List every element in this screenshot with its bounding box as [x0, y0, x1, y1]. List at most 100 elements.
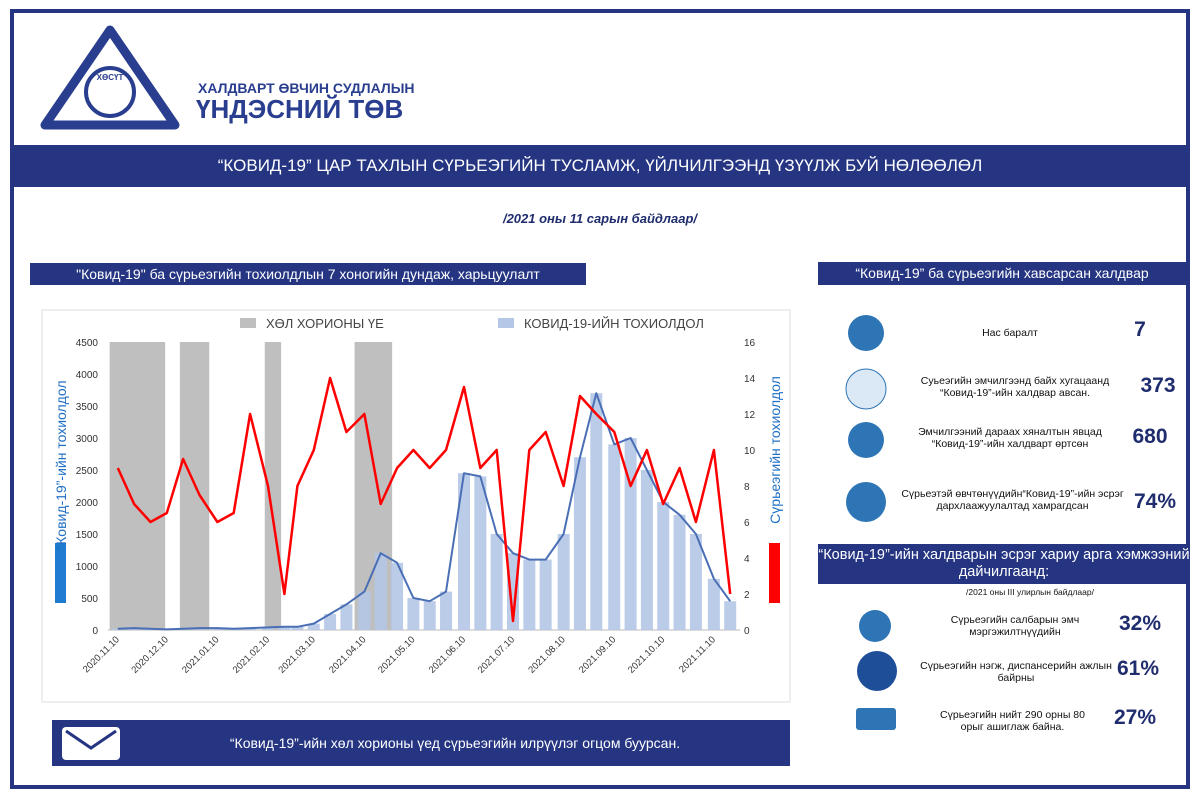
y2-tick-label: 12	[744, 410, 756, 421]
bar	[523, 559, 536, 630]
org-name: ХАЛДВАРТ ӨВЧИН СУДЛАЛЫН	[198, 80, 415, 96]
section-title: “Ковид-19” ба сүрьеэгийн хавсарсан халдв…	[855, 265, 1148, 281]
logo-triangle	[40, 25, 180, 130]
bar	[673, 514, 686, 630]
bar	[423, 601, 436, 630]
bar	[640, 470, 653, 630]
y2-axis-label: Сүрьеэгийн тохиолдол	[767, 376, 783, 524]
shaded-period	[109, 342, 166, 630]
bar	[590, 393, 603, 630]
y-tick-label: 4500	[76, 338, 99, 349]
page-title: “КОВИД-19” ЦАР ТАХЛЫН СҮРЬЕЭГИЙН ТУСЛАМЖ…	[218, 156, 982, 175]
stat-value: 61%	[1116, 657, 1160, 680]
bar	[689, 534, 702, 630]
envelope-icon	[65, 729, 117, 750]
subtitle: /2021 оны 11 сарын байдлаар/	[502, 211, 698, 226]
bar	[557, 534, 570, 630]
bar	[407, 598, 420, 630]
icon	[859, 610, 891, 642]
section-title: “Ковид-19”-ийн халдварын эсрэг хариу арг…	[818, 547, 1190, 580]
bar	[724, 601, 737, 630]
y-tick-label: 4000	[76, 370, 99, 381]
bar	[539, 559, 552, 630]
bar	[440, 591, 453, 630]
y2-tick-label: 0	[744, 626, 750, 637]
y2-tick-label: 2	[744, 590, 750, 601]
y2-tick-label: 8	[744, 482, 750, 493]
stat-value: 74%	[1133, 490, 1177, 513]
stat-label: Эмчилгээний дараах хяналтын явцад “Ковид…	[918, 426, 1102, 450]
stat-value: 7	[1134, 318, 1146, 341]
bar	[608, 444, 621, 630]
legend-label: ХӨЛ ХОРИОНЫ ҮЕ	[266, 316, 384, 331]
icon	[856, 708, 896, 730]
stat-label: Сүрьеэгийн нэгж, диспансерийн ажлын байр…	[920, 660, 1112, 684]
icon	[848, 315, 884, 351]
series-line	[117, 392, 732, 631]
icon	[848, 422, 884, 458]
axis-swatch	[769, 543, 780, 603]
stat-label: Нас баралт	[982, 327, 1038, 339]
y-tick-label: 2000	[76, 498, 99, 509]
bar	[340, 604, 353, 630]
bar	[624, 438, 637, 630]
bar	[707, 578, 720, 630]
banner	[14, 145, 1186, 187]
stat-value: 27%	[1113, 706, 1157, 729]
bar	[291, 626, 304, 630]
y-tick-label: 500	[81, 594, 98, 605]
stat-label: Сүрьеэгийн салбарын эмч мэргэжилтнүүдийн	[950, 614, 1080, 638]
y2-tick-label: 10	[744, 446, 756, 457]
stat-value: 32%	[1118, 612, 1162, 635]
bar	[458, 473, 471, 630]
icon	[857, 651, 897, 691]
bar	[573, 457, 586, 630]
logo-circle	[84, 66, 136, 118]
bar	[262, 627, 275, 630]
bar	[507, 553, 520, 630]
org-name: ҮНДЭСНИЙ ТӨВ	[196, 94, 403, 124]
logo-text: ХӨСҮТ	[97, 73, 124, 82]
bar	[324, 614, 337, 630]
section-bar	[818, 262, 1186, 285]
bar	[111, 628, 124, 630]
bar	[307, 623, 320, 630]
series-line	[116, 376, 732, 623]
icon	[845, 368, 887, 410]
stat-value: 680	[1132, 425, 1168, 448]
y2-tick-label: 14	[744, 374, 756, 385]
y2-tick-label: 16	[744, 338, 756, 349]
legend-label: КОВИД-19-ИЙН ТОХИОЛДОЛ	[524, 316, 704, 331]
y2-tick-label: 6	[744, 518, 750, 529]
bar	[278, 626, 291, 630]
y-tick-label: 3500	[76, 402, 99, 413]
legend-swatch	[498, 318, 514, 328]
stat-label: Сүрьеэтэй өвчтөнүүдийн“Ковид-19”-ийн эср…	[901, 488, 1124, 512]
stat-value: 373	[1140, 374, 1176, 397]
bar	[358, 591, 371, 630]
section-subtitle: /2021 оны III улирлын байдлаар/	[966, 587, 1094, 597]
y2-tick-label: 4	[744, 554, 750, 565]
bar	[374, 553, 387, 630]
y-tick-label: 0	[92, 626, 98, 637]
note-box	[52, 720, 790, 766]
bar	[391, 562, 404, 630]
frame	[10, 9, 1190, 789]
bar	[657, 502, 670, 630]
y-axis-label: “Ковид-19”-ийн тохиолдол	[53, 380, 69, 549]
chart-title: "Ковид-19" ба сүрьеэгийн тохиолдлын 7 хо…	[76, 266, 540, 282]
section-bar	[30, 263, 586, 285]
bar	[474, 476, 487, 630]
stat-label: Сүрьеэгийн нийт 290 орны 80 орыг ашиглаж…	[940, 709, 1085, 733]
envelope-icon	[62, 727, 120, 760]
y-tick-label: 1500	[76, 530, 99, 541]
legend-swatch	[240, 318, 256, 328]
shaded-period	[264, 342, 282, 630]
y-tick-label: 3000	[76, 434, 99, 445]
axis-swatch	[55, 543, 66, 603]
stat-label: Суьеэгийн эмчилгээнд байх хугацаанд “Ков…	[920, 375, 1110, 399]
section-bar	[818, 544, 1190, 584]
note: “Ковид-19”-ийн хөл хорионы үед сүрьеэгий…	[230, 735, 680, 751]
